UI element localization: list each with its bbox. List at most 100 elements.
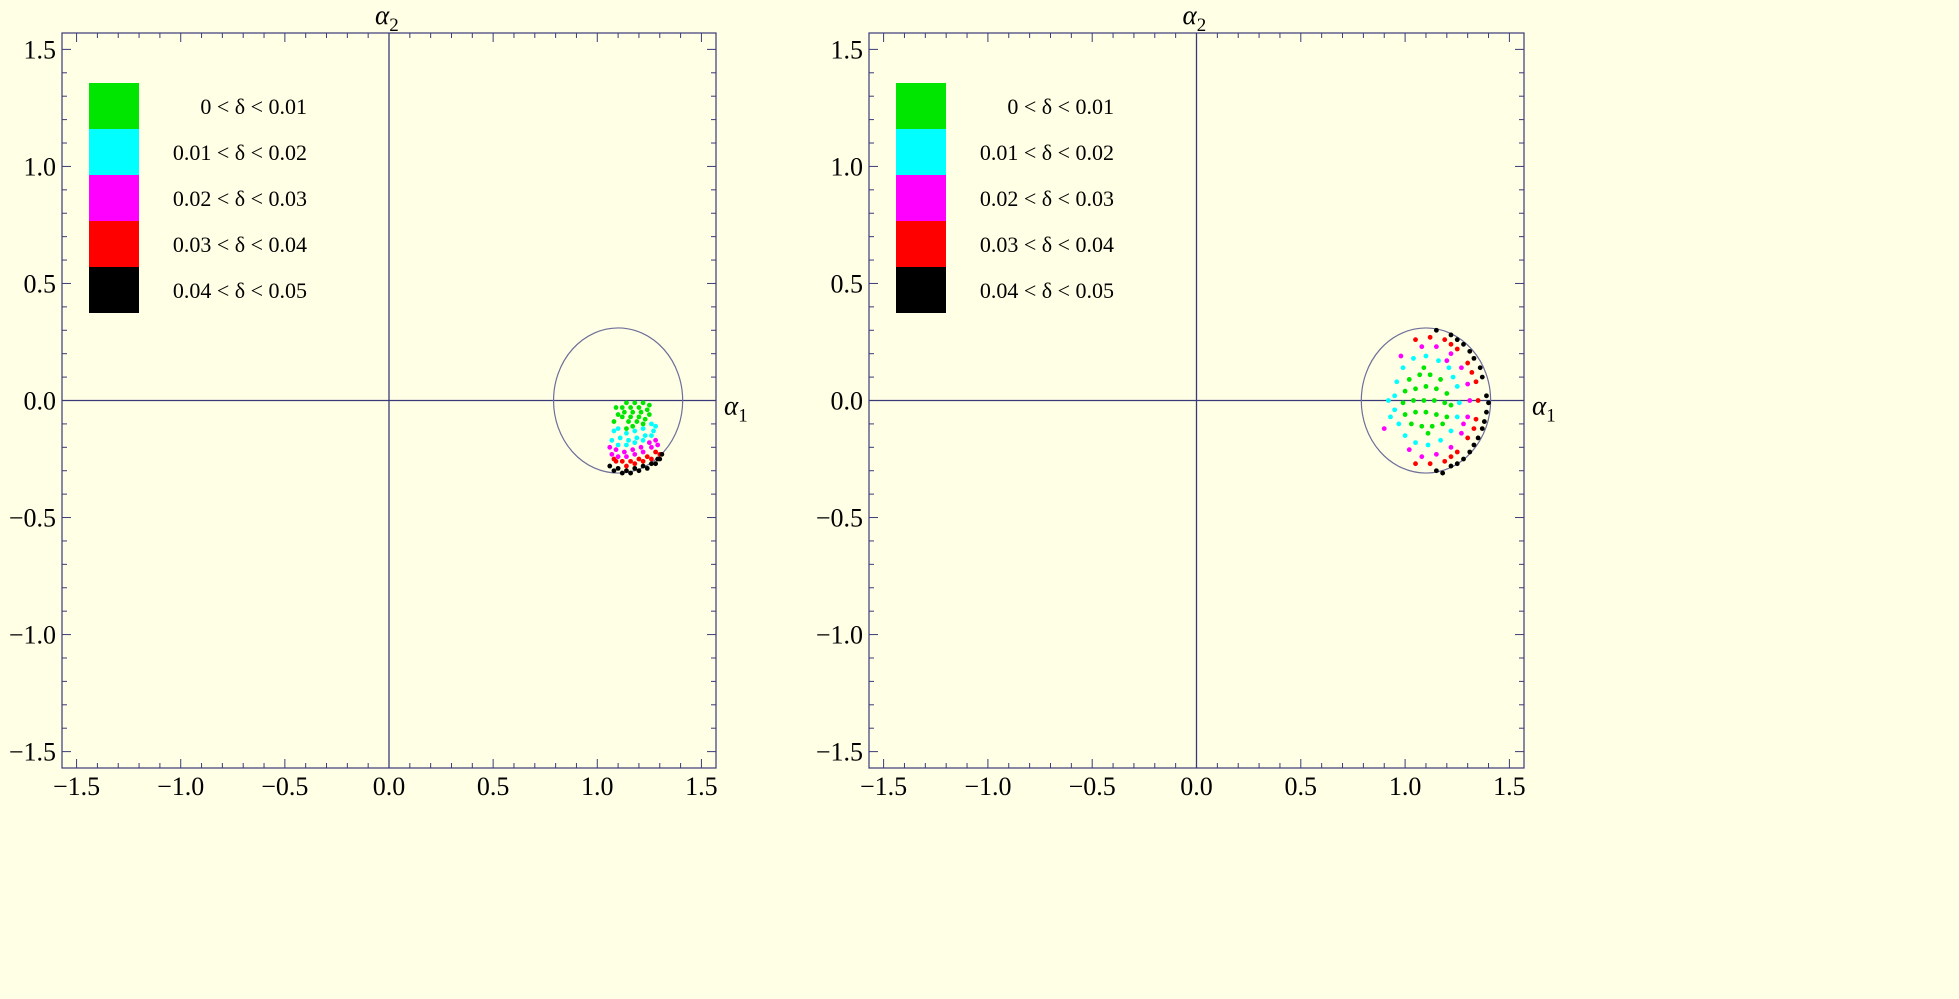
data-point (636, 468, 642, 474)
data-point (628, 405, 634, 410)
legend-swatch (89, 83, 139, 129)
data-point (1427, 461, 1433, 467)
data-point (611, 468, 617, 474)
legend-swatch (896, 129, 946, 175)
y-tick-label: 1.0 (831, 152, 864, 181)
data-point (1421, 398, 1427, 403)
series-3-points (1413, 334, 1481, 467)
data-point (1433, 451, 1439, 457)
data-point (611, 419, 617, 424)
data-point (649, 421, 654, 427)
data-point (1402, 388, 1408, 394)
series-4-points (607, 451, 665, 476)
data-point (628, 414, 634, 420)
data-point (1467, 398, 1473, 403)
data-point (1448, 428, 1454, 434)
x-axis-label: α1 (1532, 391, 1556, 427)
y-tick-label: −0.5 (816, 504, 863, 533)
y-axis-label-symbol: α (375, 0, 390, 30)
legend-swatch (89, 129, 139, 175)
data-point (1454, 384, 1460, 389)
data-point (1413, 440, 1418, 446)
y-tick-label: −1.0 (816, 621, 863, 650)
data-point (632, 451, 638, 457)
legend-swatch (896, 221, 946, 267)
x-tick-label: 1.5 (1493, 772, 1526, 801)
data-point (1433, 468, 1439, 474)
data-point (609, 437, 615, 443)
plot-panel-left: −1.5 −1.0 −0.5 0.0 0.5 1.0 1.5 1.5 1.0 0.5 0.0 −0.5… (9, 0, 748, 801)
data-point (1442, 458, 1448, 464)
y-axis-label-subscript: 2 (1197, 15, 1207, 36)
data-point (1467, 449, 1473, 455)
legend-label: 0.02 < δ < 0.03 (173, 186, 307, 211)
data-point (630, 423, 636, 429)
data-point (1398, 353, 1404, 359)
x-axis-label-subscript: 1 (738, 406, 748, 427)
y-tick-label: −1.0 (9, 621, 56, 650)
x-axis-label-symbol: α (1532, 391, 1547, 421)
data-point (1465, 360, 1471, 366)
data-point (1448, 341, 1454, 347)
x-tick-label: −1.5 (53, 772, 100, 801)
data-point (646, 412, 652, 417)
data-point (1471, 426, 1477, 431)
data-point (644, 407, 650, 413)
legend-swatch (89, 267, 139, 313)
data-point (626, 437, 631, 443)
data-point (624, 454, 629, 460)
data-point (1425, 442, 1431, 448)
data-point (1394, 379, 1400, 385)
data-point (640, 426, 646, 431)
y-tick-label: 0.5 (831, 269, 864, 298)
data-point (1469, 370, 1475, 375)
data-point (1381, 426, 1387, 431)
y-tick-label: 0.5 (24, 269, 57, 298)
legend-label: 0.01 < δ < 0.02 (980, 140, 1114, 165)
data-point (1473, 416, 1479, 422)
data-point (619, 458, 625, 464)
legend-swatch (89, 175, 139, 221)
data-point (624, 442, 629, 448)
data-point (621, 409, 627, 415)
data-point (1413, 386, 1418, 392)
data-point (638, 444, 644, 450)
data-point (1477, 365, 1483, 371)
data-point (1433, 327, 1439, 333)
legend-swatch (89, 221, 139, 267)
data-point (1448, 454, 1454, 460)
data-point (1465, 414, 1471, 420)
data-point (636, 414, 642, 420)
legend-label: 0.02 < δ < 0.03 (980, 186, 1114, 211)
x-tick-label: 1.0 (1389, 772, 1422, 801)
data-point (1402, 412, 1408, 417)
data-point (1442, 337, 1448, 343)
data-point (1419, 454, 1425, 460)
data-point (613, 405, 619, 410)
data-point (615, 454, 621, 460)
data-point (621, 449, 627, 455)
data-point (1423, 353, 1429, 359)
data-point (626, 419, 631, 424)
data-point (630, 447, 636, 453)
x-tick-label: −1.5 (860, 772, 907, 801)
x-tick-label: 0.5 (1285, 772, 1318, 801)
data-point (1417, 372, 1423, 378)
data-point (619, 414, 625, 420)
data-point (615, 465, 621, 471)
data-point (653, 423, 658, 429)
data-point (644, 465, 650, 471)
x-tick-label: −1.0 (964, 772, 1011, 801)
data-point (1479, 426, 1485, 431)
y-tick-label: 1.0 (24, 152, 57, 181)
x-tick-label: −1.0 (157, 772, 204, 801)
data-point (1459, 430, 1464, 436)
data-point (649, 456, 654, 462)
series-0-points (611, 400, 652, 431)
data-point (615, 426, 621, 431)
series-2-points (1381, 344, 1473, 460)
data-point (611, 428, 617, 434)
data-point (1448, 402, 1454, 408)
series-0-points (1400, 365, 1454, 436)
data-point (649, 444, 654, 450)
